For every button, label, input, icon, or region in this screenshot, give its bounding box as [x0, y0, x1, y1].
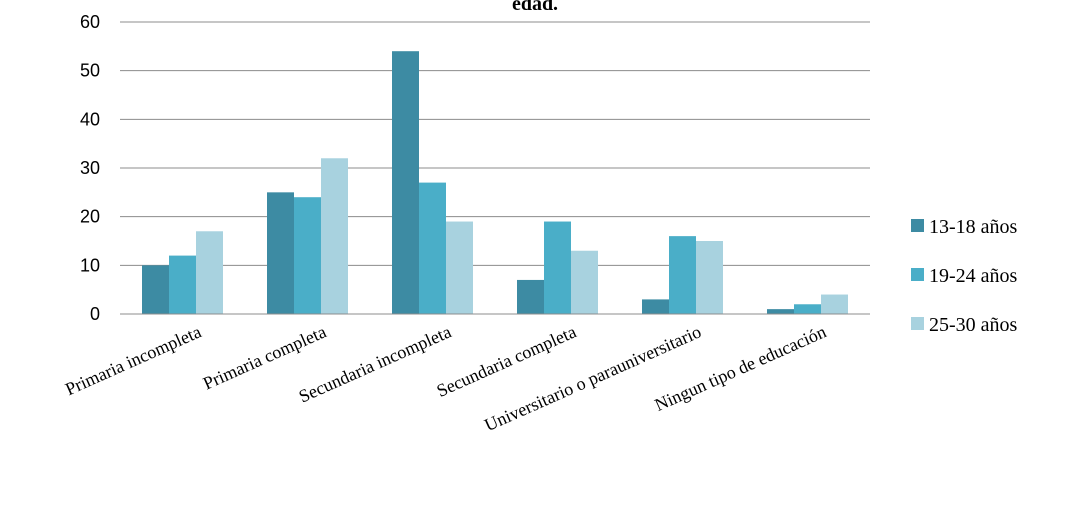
gridlines [120, 21, 870, 266]
y-tick-label: 0 [90, 304, 100, 324]
bar [669, 236, 696, 314]
bar [767, 309, 794, 314]
bar [696, 241, 723, 314]
bar [821, 294, 848, 314]
bar [142, 265, 169, 314]
bar [169, 255, 196, 314]
bars [142, 51, 848, 314]
bar [321, 158, 348, 314]
bar [794, 304, 821, 314]
legend-label: 25-30 años [929, 314, 1018, 336]
bar [517, 279, 544, 314]
bar [419, 182, 446, 314]
bar [446, 221, 473, 314]
y-tick-label: 60 [80, 12, 100, 32]
legend: 13-18 años 19-24 años 25-30 años [911, 216, 1018, 336]
legend-swatch [911, 219, 924, 232]
y-tick-label: 20 [80, 207, 100, 227]
y-tick-label: 40 [80, 109, 100, 129]
bar [294, 197, 321, 314]
bar [642, 299, 669, 314]
chart-title: edad. [512, 0, 558, 15]
x-tick-label: Primaria incompleta [62, 321, 204, 399]
legend-label: 19-24 años [929, 265, 1018, 287]
bar [196, 231, 223, 314]
bar [267, 192, 294, 314]
y-tick-label: 10 [80, 255, 100, 275]
bar [392, 51, 419, 314]
legend-swatch [911, 268, 924, 281]
y-tick-label: 30 [80, 158, 100, 178]
y-axis-ticks: 0 10 20 30 40 50 60 [80, 12, 100, 324]
y-tick-label: 50 [80, 61, 100, 81]
legend-swatch [911, 317, 924, 330]
x-tick-label: Universitario o parauniversitario [481, 321, 704, 435]
bar [544, 221, 571, 314]
legend-label: 13-18 años [929, 216, 1018, 238]
bar [571, 250, 598, 314]
